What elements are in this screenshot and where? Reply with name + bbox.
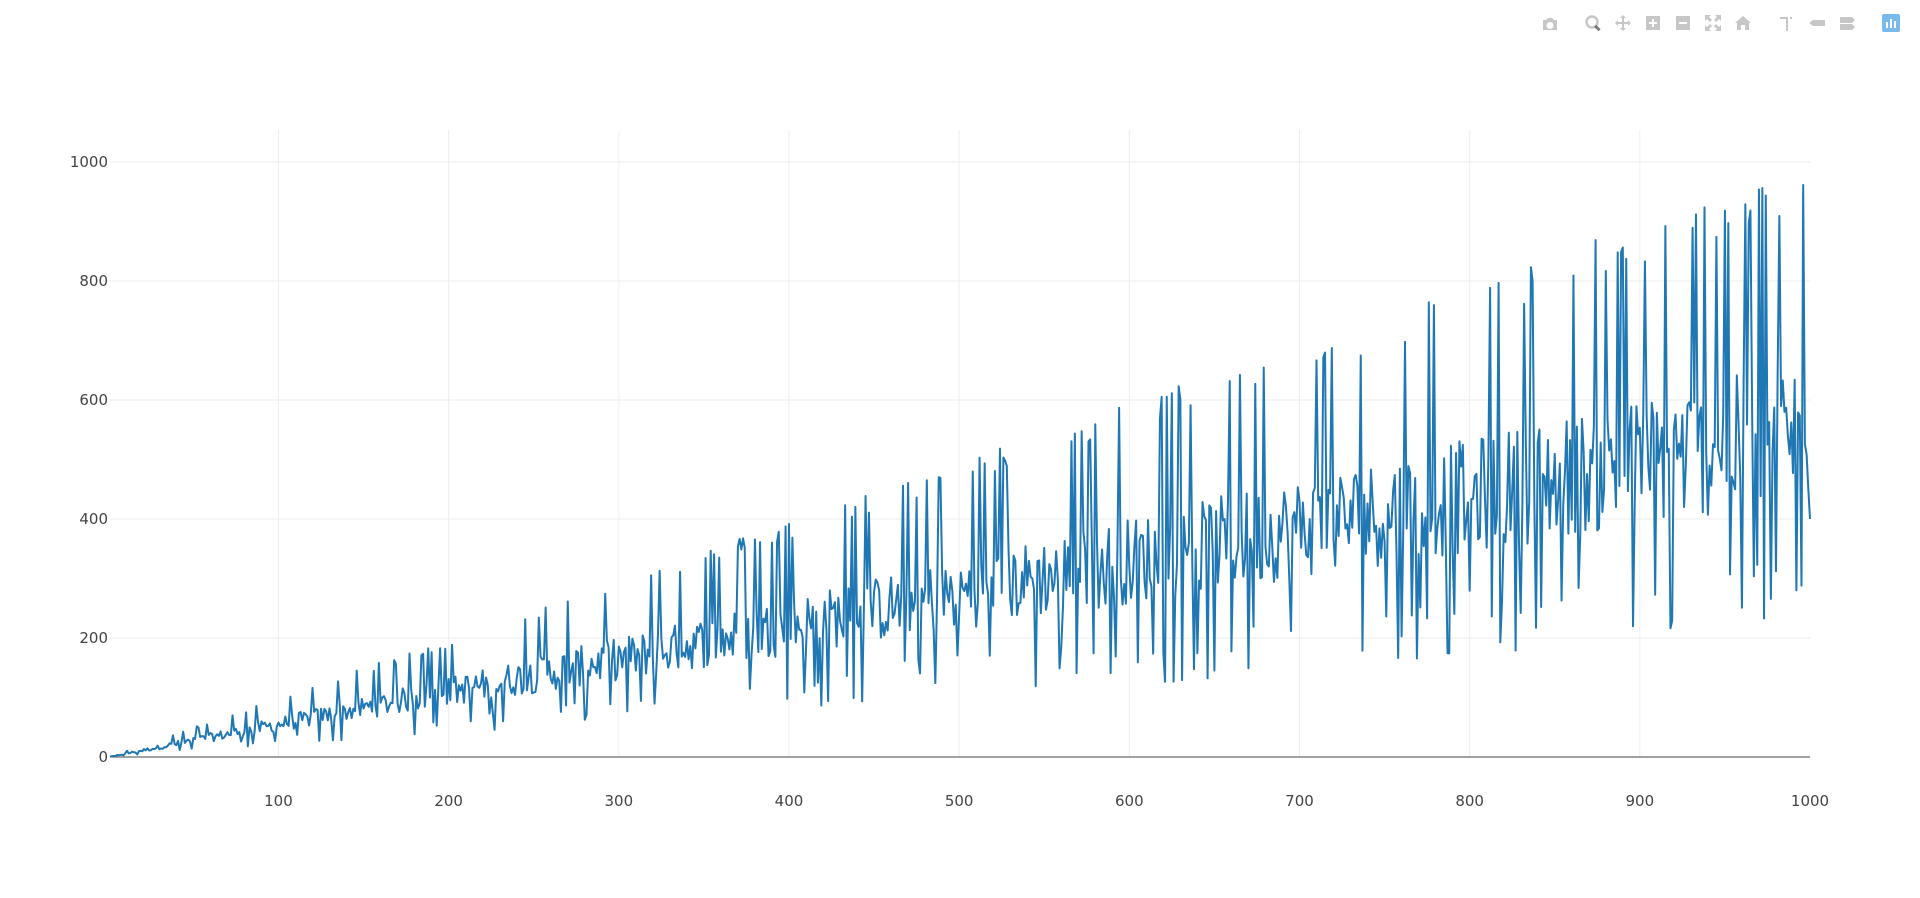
zoom-in-icon [1646, 16, 1660, 30]
zoom-button[interactable] [1578, 10, 1608, 36]
autoscale-button[interactable] [1698, 10, 1728, 36]
home-button[interactable] [1728, 10, 1758, 36]
modebar-group [1772, 10, 1862, 36]
y-tick-label: 0 [98, 748, 108, 766]
pan-button[interactable] [1608, 10, 1638, 36]
hover-compare-button[interactable] [1832, 10, 1862, 36]
x-tick-label: 1000 [1791, 792, 1829, 810]
y-tick-label: 600 [79, 391, 108, 409]
x-axis-ticks: 100 200 300 400 500 600 700 800 900 1000 [264, 792, 1829, 810]
home-icon [1735, 16, 1751, 30]
grid-lines [110, 130, 1810, 757]
x-tick-label: 900 [1626, 792, 1655, 810]
series-path[interactable] [109, 184, 1811, 758]
y-tick-label: 400 [79, 510, 108, 528]
x-tick-label: 600 [1115, 792, 1144, 810]
autoscale-icon [1705, 15, 1721, 31]
plotly-logo-button[interactable] [1876, 10, 1906, 36]
x-tick-label: 100 [264, 792, 293, 810]
zoom-out-button[interactable] [1668, 10, 1698, 36]
y-axis-ticks: 0 200 400 600 800 1000 [70, 153, 108, 766]
y-tick-label: 1000 [70, 153, 108, 171]
spike-lines-button[interactable] [1772, 10, 1802, 36]
x-tick-label: 400 [775, 792, 804, 810]
modebar [1534, 10, 1920, 36]
zoom-out-icon [1676, 16, 1690, 30]
zoom-icon [1585, 15, 1601, 32]
modebar-group [1578, 10, 1758, 36]
plotly-logo-icon [1882, 14, 1900, 32]
modebar-group [1534, 10, 1564, 36]
x-tick-label: 200 [434, 792, 463, 810]
series-line[interactable] [109, 184, 1811, 758]
x-tick-label: 700 [1285, 792, 1314, 810]
y-tick-label: 800 [79, 272, 108, 290]
hover-closest-button[interactable] [1802, 10, 1832, 36]
modebar-group [1876, 10, 1906, 36]
x-tick-label: 500 [945, 792, 974, 810]
hover-compare-icon [1840, 17, 1855, 30]
pan-icon [1615, 15, 1631, 31]
camera-icon [1543, 18, 1557, 30]
x-tick-label: 800 [1455, 792, 1484, 810]
zoom-in-button[interactable] [1638, 10, 1668, 36]
hover-closest-icon [1809, 20, 1825, 26]
spike-lines-icon [1780, 17, 1792, 31]
y-tick-label: 200 [79, 629, 108, 647]
camera-button[interactable] [1534, 10, 1564, 36]
x-tick-label: 300 [604, 792, 633, 810]
